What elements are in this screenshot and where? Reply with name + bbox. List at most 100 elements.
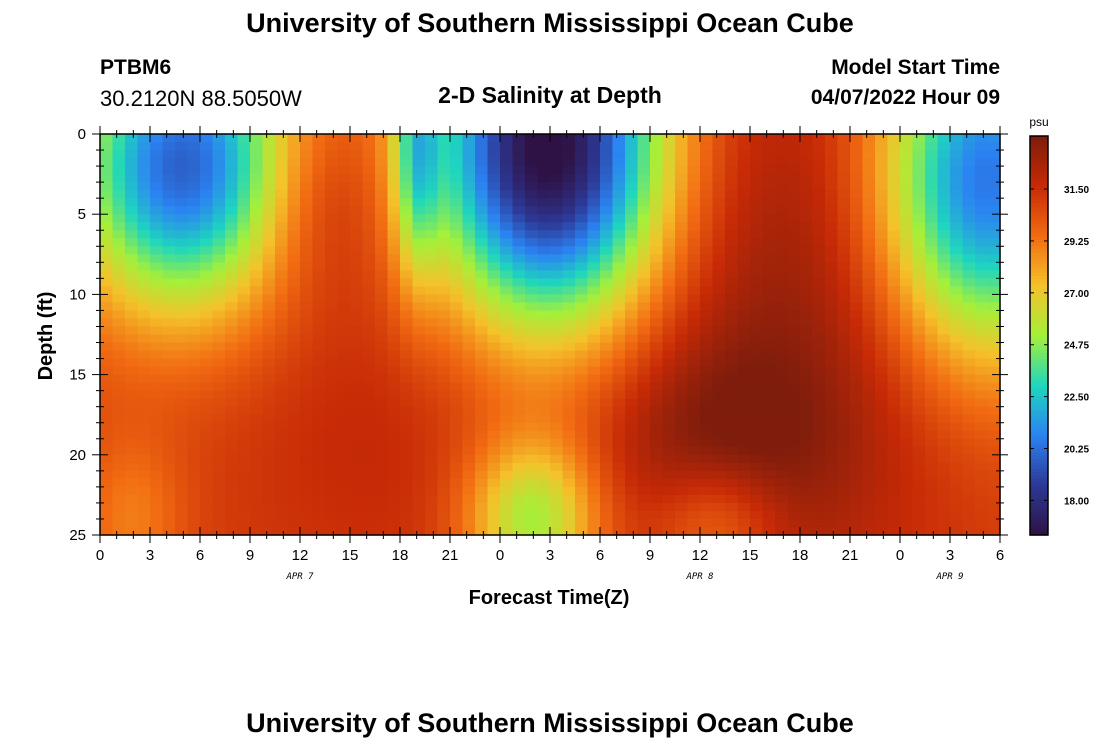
- heatmap-cell: [912, 518, 926, 528]
- heatmap-cell: [475, 350, 489, 360]
- heatmap-cell: [737, 526, 751, 536]
- heatmap-cell: [475, 366, 489, 376]
- heatmap-cell: [512, 430, 526, 440]
- heatmap-cell: [737, 254, 751, 263]
- heatmap-cell: [987, 150, 1001, 159]
- heatmap-cell: [312, 398, 326, 408]
- heatmap-cell: [512, 438, 526, 448]
- heatmap-cell: [900, 134, 914, 143]
- heatmap-cell: [762, 390, 776, 400]
- heatmap-cell: [850, 422, 864, 432]
- heatmap-cell: [550, 246, 564, 255]
- heatmap-cell: [687, 206, 701, 215]
- heatmap-cell: [250, 526, 264, 536]
- heatmap-cell: [312, 438, 326, 448]
- heatmap-cell: [825, 446, 839, 456]
- heatmap-cell: [875, 326, 889, 336]
- heatmap-cell: [525, 294, 539, 304]
- heatmap-cell: [562, 438, 576, 448]
- heatmap-cell: [675, 238, 689, 247]
- heatmap-cell: [550, 350, 564, 360]
- heatmap-cell: [487, 166, 501, 175]
- heatmap-cell: [387, 294, 401, 304]
- heatmap-cell: [412, 326, 426, 336]
- heatmap-cell: [225, 422, 239, 432]
- heatmap-cell: [775, 326, 789, 336]
- heatmap-cell: [800, 374, 814, 384]
- heatmap-cell: [700, 182, 714, 191]
- heatmap-cell: [800, 462, 814, 472]
- heatmap-cell: [287, 382, 301, 392]
- heatmap-cell: [937, 398, 951, 408]
- heatmap-cell: [587, 350, 601, 360]
- heatmap-cell: [387, 350, 401, 360]
- heatmap-cell: [287, 518, 301, 528]
- heatmap-cell: [750, 238, 764, 247]
- heatmap-cell: [450, 422, 464, 432]
- heatmap-cell: [837, 318, 851, 328]
- heatmap-cell: [325, 390, 339, 400]
- heatmap-cell: [325, 198, 339, 207]
- heatmap-cell: [800, 318, 814, 328]
- heatmap-cell: [612, 270, 626, 279]
- heatmap-cell: [637, 270, 651, 279]
- heatmap-cell: [400, 190, 414, 199]
- heatmap-cell: [462, 438, 476, 448]
- heatmap-cell: [562, 358, 576, 368]
- heatmap-cell: [362, 326, 376, 336]
- heatmap-cell: [525, 166, 539, 175]
- heatmap-cell: [100, 246, 114, 255]
- heatmap-cell: [900, 254, 914, 263]
- heatmap-cell: [637, 190, 651, 199]
- heatmap-cell: [887, 254, 901, 263]
- heatmap-cell: [887, 270, 901, 279]
- heatmap-cell: [487, 310, 501, 320]
- colorbar-segment: [1030, 358, 1048, 363]
- heatmap-cell: [862, 390, 876, 400]
- heatmap-cell: [237, 430, 251, 440]
- heatmap-cell: [250, 510, 264, 520]
- heatmap-cell: [775, 198, 789, 207]
- heatmap-cell: [750, 174, 764, 183]
- heatmap-cell: [825, 158, 839, 167]
- heatmap-cell: [112, 518, 126, 528]
- heatmap-cell: [950, 310, 964, 320]
- heatmap-cell: [500, 174, 514, 183]
- heatmap-cell: [725, 182, 739, 191]
- heatmap-cell: [737, 342, 751, 352]
- heatmap-cell: [525, 526, 539, 536]
- heatmap-cell: [562, 342, 576, 352]
- heatmap-cell: [262, 374, 276, 384]
- heatmap-cell: [787, 526, 801, 536]
- heatmap-cell: [837, 326, 851, 336]
- heatmap-cell: [525, 206, 539, 215]
- heatmap-cell: [137, 278, 151, 287]
- heatmap-cell: [762, 406, 776, 416]
- heatmap-cell: [787, 262, 801, 271]
- heatmap-cell: [762, 142, 776, 151]
- heatmap-cell: [487, 430, 501, 440]
- heatmap-cell: [112, 310, 126, 320]
- heatmap-cell: [325, 270, 339, 279]
- heatmap-cell: [450, 350, 464, 360]
- heatmap-cell: [462, 214, 476, 223]
- heatmap-cell: [487, 446, 501, 456]
- heatmap-cell: [400, 406, 414, 416]
- heatmap-cell: [675, 134, 689, 143]
- colorbar-segment: [1030, 345, 1048, 350]
- heatmap-cell: [250, 174, 264, 183]
- heatmap-cell: [612, 470, 626, 480]
- heatmap-cell: [112, 326, 126, 336]
- heatmap-cell: [187, 158, 201, 167]
- colorbar-segment: [1030, 318, 1048, 323]
- heatmap-cell: [425, 278, 439, 287]
- colorbar-segment: [1030, 458, 1048, 463]
- heatmap-cell: [675, 270, 689, 279]
- heatmap-cell: [950, 230, 964, 239]
- heatmap-cell: [237, 446, 251, 456]
- heatmap-cell: [562, 414, 576, 424]
- heatmap-cell: [200, 526, 214, 536]
- heatmap-cell: [700, 430, 714, 440]
- heatmap-cell: [862, 158, 876, 167]
- heatmap-cell: [450, 326, 464, 336]
